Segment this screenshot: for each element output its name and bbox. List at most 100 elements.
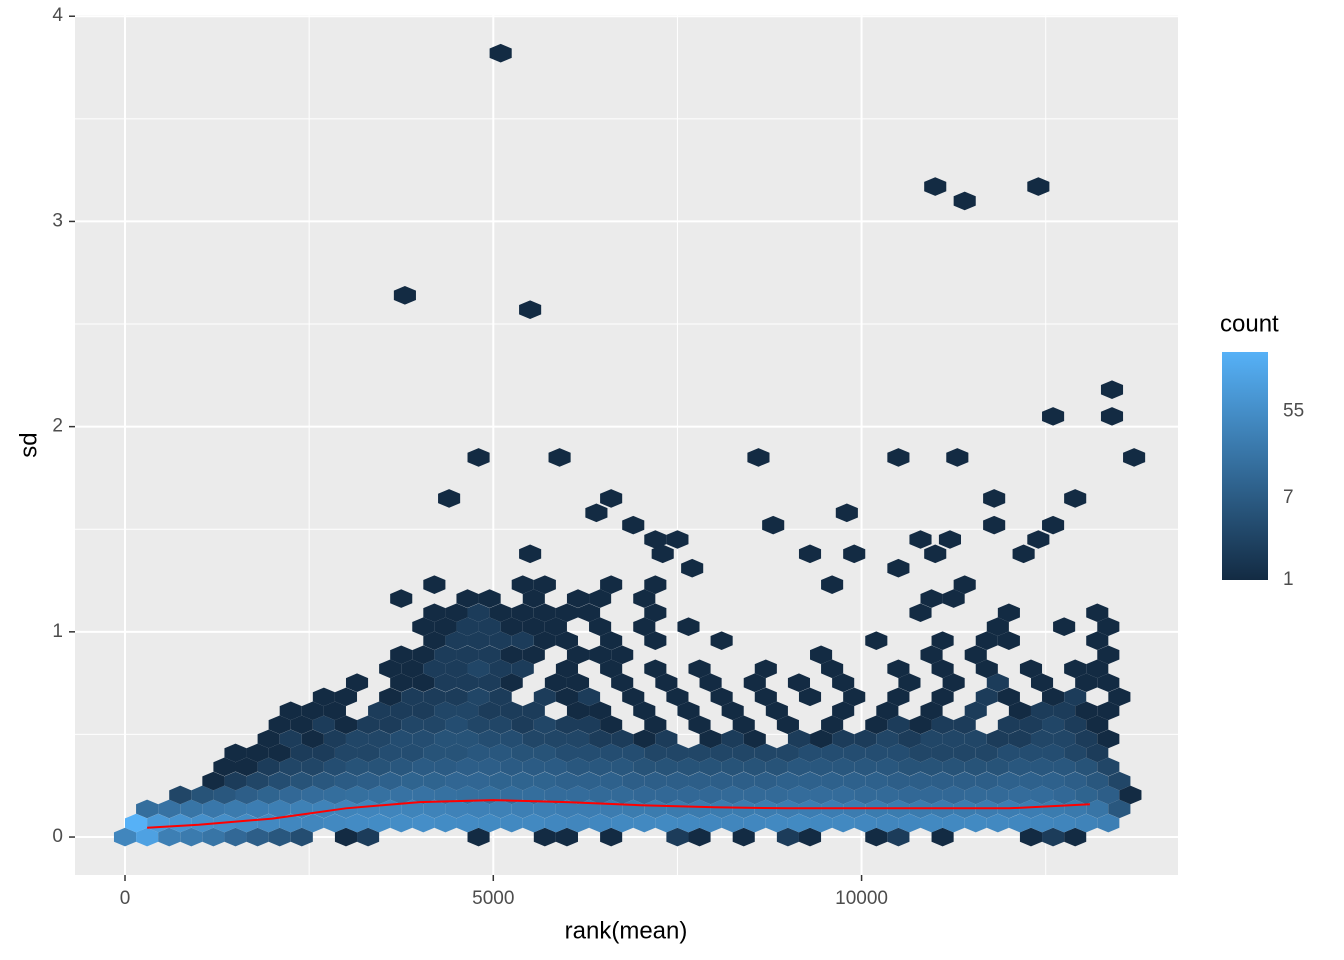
hex xyxy=(633,589,656,608)
legend-tick-label: 1 xyxy=(1283,569,1294,590)
hex xyxy=(290,771,313,791)
hex xyxy=(246,743,269,763)
hex xyxy=(983,515,1006,535)
hex xyxy=(555,771,578,791)
hex xyxy=(533,771,556,791)
hex xyxy=(688,715,711,735)
hex xyxy=(589,645,612,665)
hex xyxy=(393,286,416,305)
hex xyxy=(489,715,512,735)
hex xyxy=(467,743,490,763)
hex xyxy=(202,799,225,819)
hex xyxy=(810,813,833,833)
hex xyxy=(1030,785,1054,805)
hex xyxy=(445,771,468,791)
hex xyxy=(522,729,545,749)
hex xyxy=(666,530,689,549)
hex xyxy=(478,757,501,777)
hex xyxy=(710,771,733,791)
hex xyxy=(445,659,468,679)
hex xyxy=(489,631,512,650)
hex xyxy=(721,813,744,833)
hex xyxy=(1042,743,1065,763)
hex xyxy=(953,743,976,763)
hex xyxy=(986,813,1009,833)
hex xyxy=(423,715,446,735)
hex xyxy=(412,645,435,665)
hex xyxy=(290,827,313,847)
hex xyxy=(500,617,523,637)
hex xyxy=(666,743,689,763)
hex xyxy=(423,603,446,623)
hex xyxy=(776,743,799,763)
hex xyxy=(721,729,744,749)
hex xyxy=(511,631,534,650)
hex xyxy=(909,603,932,623)
hex xyxy=(1075,701,1098,721)
y-tick-label: 3 xyxy=(52,210,63,231)
hex xyxy=(1019,743,1043,763)
hex xyxy=(1008,729,1031,749)
hex xyxy=(747,448,770,467)
hex xyxy=(1064,489,1087,508)
hex xyxy=(854,785,877,805)
hex xyxy=(986,729,1009,749)
hex xyxy=(235,785,258,805)
hex xyxy=(1075,757,1098,777)
hex xyxy=(401,659,424,679)
hex xyxy=(909,743,932,763)
hex xyxy=(655,813,678,833)
hex xyxy=(832,701,855,721)
hex xyxy=(942,729,965,749)
hex xyxy=(519,544,542,564)
hex xyxy=(345,757,369,777)
hex xyxy=(644,771,667,791)
hex xyxy=(1053,757,1076,777)
hex xyxy=(832,757,855,777)
hex xyxy=(390,701,413,721)
hex xyxy=(357,827,380,847)
hex xyxy=(953,771,976,791)
hex xyxy=(312,743,335,763)
hex xyxy=(677,813,700,833)
hex xyxy=(924,544,947,564)
hex xyxy=(334,743,358,763)
hex xyxy=(1027,530,1050,549)
hex xyxy=(169,785,192,805)
hex xyxy=(1075,729,1098,749)
hex xyxy=(1097,645,1120,665)
hex xyxy=(323,701,346,721)
hex xyxy=(566,673,590,693)
hex xyxy=(865,715,888,735)
hex xyxy=(1075,673,1098,693)
hex xyxy=(357,771,380,791)
hex xyxy=(787,813,811,833)
hex xyxy=(456,785,479,805)
hex xyxy=(390,673,413,693)
hex xyxy=(368,701,391,721)
hex xyxy=(931,715,954,735)
hex xyxy=(434,701,457,721)
hex xyxy=(986,673,1009,693)
hex xyxy=(633,757,656,777)
hex xyxy=(511,603,534,623)
hex xyxy=(699,729,722,749)
hex xyxy=(909,715,932,735)
hex xyxy=(519,300,542,319)
hex xyxy=(666,687,689,707)
hex xyxy=(246,827,269,847)
hex xyxy=(434,813,457,833)
hex xyxy=(754,771,777,791)
hex xyxy=(445,715,468,735)
hex xyxy=(887,743,910,763)
hex xyxy=(1064,687,1087,707)
hex xyxy=(323,729,346,749)
y-tick-label: 2 xyxy=(52,416,63,437)
hex xyxy=(732,799,755,819)
hex xyxy=(964,701,987,721)
hex xyxy=(1075,813,1098,833)
hex xyxy=(732,827,755,847)
hex xyxy=(997,631,1020,650)
hex xyxy=(887,659,910,679)
